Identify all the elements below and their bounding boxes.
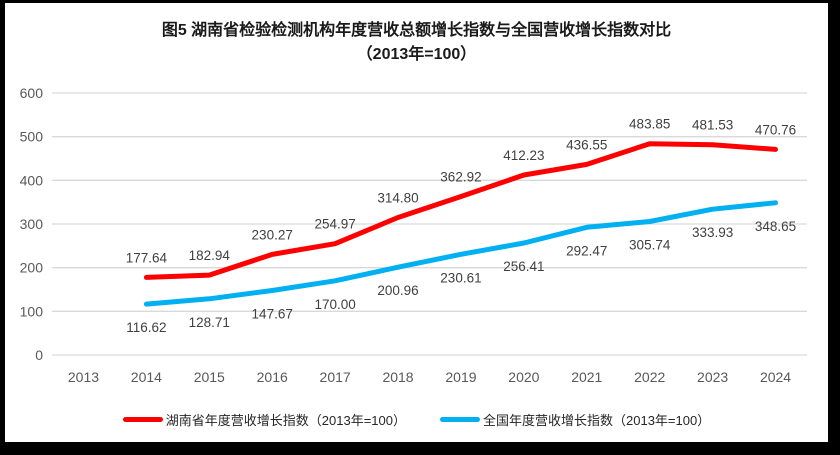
data-label-national: 116.62 — [126, 320, 166, 335]
data-label-national: 333.93 — [692, 225, 733, 240]
x-axis-label: 2019 — [445, 369, 476, 385]
x-axis-label: 2014 — [131, 369, 162, 385]
y-axis-tick-label: 0 — [35, 347, 43, 363]
data-label-national: 292.47 — [566, 243, 607, 258]
x-axis-label: 2018 — [382, 369, 413, 385]
chart-card: 图5 湖南省检验检测机构年度营收总额增长指数与全国营收增长指数对比 （2013年… — [5, 3, 828, 442]
legend-swatch-national — [440, 417, 480, 422]
data-label-hunan: 436.55 — [566, 137, 607, 152]
data-label-national: 348.65 — [755, 219, 796, 234]
data-label-national: 128.71 — [189, 315, 230, 330]
x-axis-label: 2021 — [571, 369, 602, 385]
y-axis-tick-label: 400 — [20, 172, 44, 188]
data-label-national: 147.67 — [252, 307, 293, 322]
x-axis-label: 2017 — [320, 369, 351, 385]
data-label-hunan: 483.85 — [629, 117, 670, 132]
data-label-hunan: 481.53 — [692, 118, 733, 133]
line-chart: 0 100 200 300 400 500 600 2013 2014 2015 2016 2017 2… — [20, 85, 807, 385]
data-label-hunan: 177.64 — [126, 250, 168, 265]
legend-item-hunan: 湖南省年度营收增长指数（2013年=100） — [122, 410, 406, 429]
y-axis-tick-label: 300 — [20, 216, 44, 232]
data-label-hunan: 182.94 — [189, 248, 231, 263]
data-label-hunan: 362.92 — [440, 170, 481, 185]
chart-legend: 湖南省年度营收增长指数（2013年=100） 全国年度营收增长指数（2013年=… — [5, 410, 828, 429]
data-label-national: 200.96 — [377, 283, 418, 298]
y-axis-tick-label: 500 — [20, 129, 44, 145]
data-label-national: 305.74 — [629, 237, 671, 252]
data-label-national: 170.00 — [314, 297, 355, 312]
legend-label-national: 全国年度营收增长指数（2013年=100） — [483, 413, 711, 428]
x-axis-label: 2024 — [760, 369, 791, 385]
legend-label-hunan: 湖南省年度营收增长指数（2013年=100） — [165, 413, 406, 428]
chart-title-line2: （2013年=100） — [356, 46, 477, 63]
data-label-hunan: 254.97 — [314, 217, 355, 232]
x-axis-label: 2016 — [257, 369, 288, 385]
legend-swatch-hunan — [122, 417, 163, 422]
y-axis-tick-label: 200 — [20, 260, 44, 276]
data-label-hunan: 230.27 — [252, 227, 293, 242]
data-label-national: 256.41 — [503, 259, 544, 274]
legend-item-national: 全国年度营收增长指数（2013年=100） — [440, 410, 710, 429]
data-label-hunan: 470.76 — [755, 122, 796, 137]
y-axis-tick-label: 100 — [20, 303, 44, 319]
data-label-hunan: 314.80 — [377, 191, 418, 206]
x-axis-label: 2013 — [68, 369, 99, 385]
data-label-national: 230.61 — [440, 270, 481, 285]
data-label-hunan: 412.23 — [503, 148, 544, 163]
series-line-hunan — [143, 141, 778, 280]
y-axis-tick-label: 600 — [20, 85, 44, 101]
chart-title-line1: 图5 湖南省检验检测机构年度营收总额增长指数与全国营收增长指数对比 — [161, 22, 672, 39]
x-axis-label: 2023 — [697, 369, 728, 385]
x-axis-label: 2015 — [194, 369, 225, 385]
x-axis-label: 2022 — [634, 369, 665, 385]
x-axis-label: 2020 — [508, 369, 539, 385]
series-line-national — [143, 200, 778, 307]
chart-title: 图5 湖南省检验检测机构年度营收总额增长指数与全国营收增长指数对比 （2013年… — [5, 19, 828, 67]
